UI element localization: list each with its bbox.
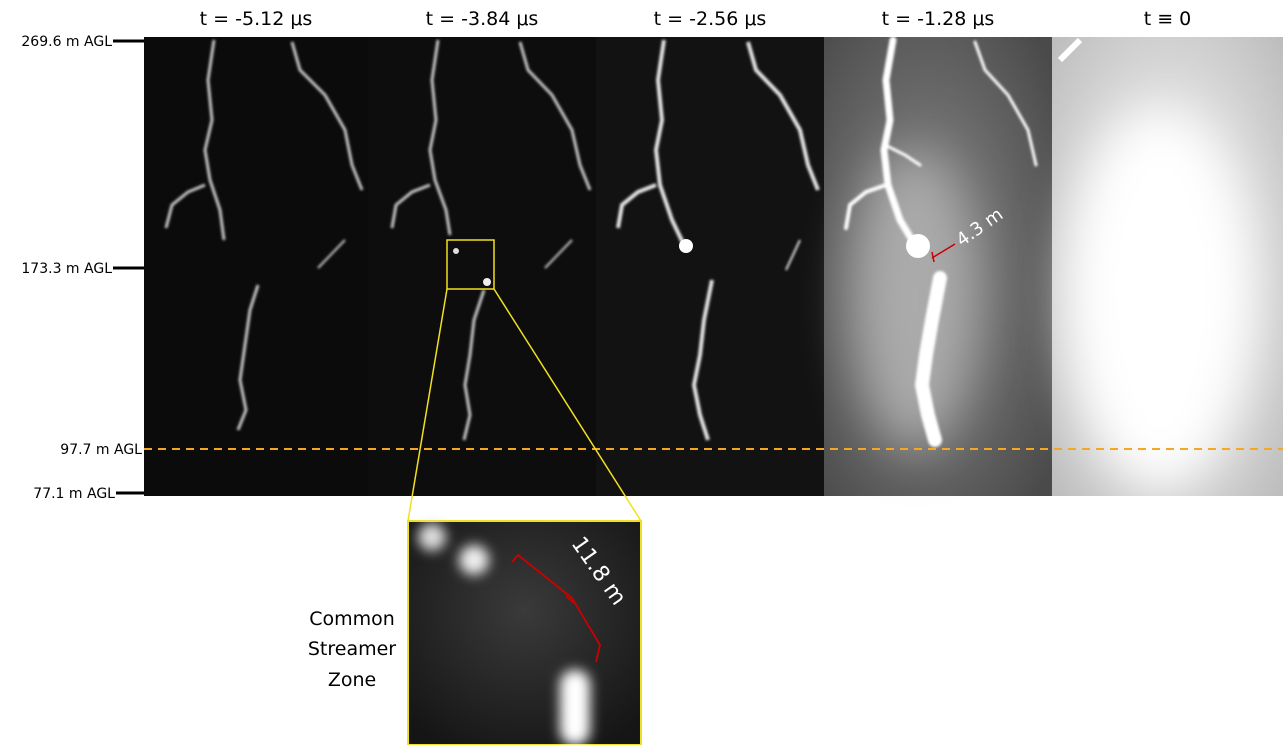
- frame-2: [368, 37, 596, 496]
- frame-titles: t = -5.12 μs t = -3.84 μs t = -2.56 μs t = …: [200, 8, 1192, 30]
- inset: [408, 521, 641, 745]
- streamer: [418, 523, 446, 551]
- glow: [855, 150, 975, 450]
- figure: 269.6 m AGL 173.3 m AGL 97.7 m AGL 77.1 …: [0, 0, 1287, 745]
- frame-title: t = -2.56 μs: [654, 8, 767, 30]
- frame-title: t = -3.84 μs: [426, 8, 539, 30]
- frame-title: t = -1.28 μs: [882, 8, 995, 30]
- frame-3: [596, 37, 824, 496]
- height-label: 269.6 m AGL: [21, 34, 112, 50]
- zone-label: Common: [309, 608, 395, 630]
- streamer: [453, 248, 459, 254]
- height-label: 77.1 m AGL: [33, 486, 115, 502]
- frame-1: [144, 37, 368, 496]
- streamer: [679, 239, 693, 253]
- streamer: [560, 670, 590, 745]
- zone-label: Streamer: [308, 638, 396, 660]
- height-label: 97.7 m AGL: [60, 442, 142, 458]
- frame-title: t = -5.12 μs: [200, 8, 313, 30]
- streamer: [483, 278, 491, 286]
- height-label: 173.3 m AGL: [21, 261, 112, 277]
- streamer: [459, 545, 489, 575]
- zone-label: Zone: [328, 669, 376, 691]
- frame-title: t ≡ 0: [1144, 8, 1192, 30]
- streamer: [906, 234, 930, 258]
- glow: [1070, 110, 1250, 490]
